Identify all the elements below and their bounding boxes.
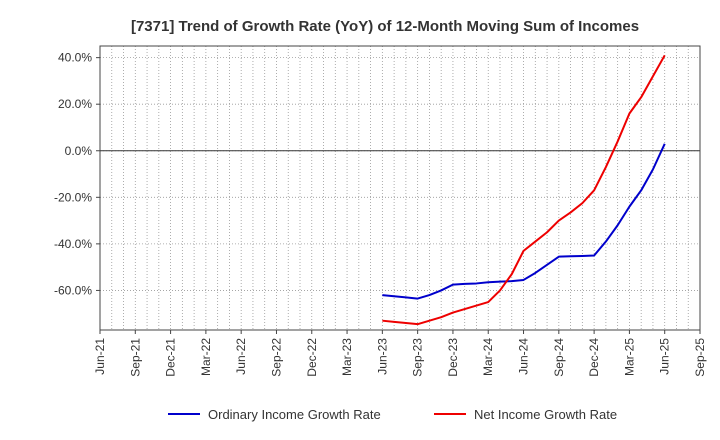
x-tick-label: Jun-25 — [658, 338, 672, 375]
chart-title: [7371] Trend of Growth Rate (YoY) of 12-… — [131, 18, 639, 35]
x-tick-label: Mar-24 — [481, 338, 495, 376]
plot-frame — [99, 45, 701, 331]
x-tick-label: Jun-23 — [375, 338, 389, 375]
x-tick-label: Mar-22 — [199, 338, 213, 376]
x-tick-label: Dec-23 — [446, 338, 460, 377]
y-tick-label: -60.0% — [54, 283, 92, 297]
x-tick-label: Dec-22 — [305, 338, 319, 377]
y-tick-label: -40.0% — [54, 237, 92, 251]
x-tick-label: Mar-23 — [340, 338, 354, 376]
y-tick-label: 0.0% — [65, 144, 93, 158]
legend: Ordinary Income Growth Rate Net Income Gr… — [168, 407, 617, 422]
x-tick-label: Sep-24 — [552, 338, 566, 377]
series-lines — [382, 54, 666, 326]
x-tick-label: Jun-24 — [517, 338, 531, 375]
x-tick-label: Sep-25 — [693, 338, 707, 377]
legend-label: Net Income Growth Rate — [474, 407, 617, 422]
grid — [99, 46, 701, 330]
x-tick-label: Jun-21 — [93, 338, 107, 375]
x-tick-label: Sep-23 — [411, 338, 425, 377]
x-tick-label: Dec-21 — [164, 338, 178, 377]
legend-label: Ordinary Income Growth Rate — [208, 407, 381, 422]
x-tick-label: Sep-21 — [128, 338, 142, 377]
y-tick-label: 40.0% — [58, 51, 92, 65]
y-tick-label: -20.0% — [54, 190, 92, 204]
x-tick-label: Dec-24 — [587, 338, 601, 377]
x-tick-label: Mar-25 — [622, 338, 636, 376]
x-tick-label: Sep-22 — [269, 338, 283, 377]
x-tick-label: Jun-22 — [234, 338, 248, 375]
axes: 40.0% 20.0% 0.0% -20.0% -40.0% -60.0% Jun-21 Se… — [54, 45, 707, 377]
y-tick-label: 20.0% — [58, 97, 92, 111]
